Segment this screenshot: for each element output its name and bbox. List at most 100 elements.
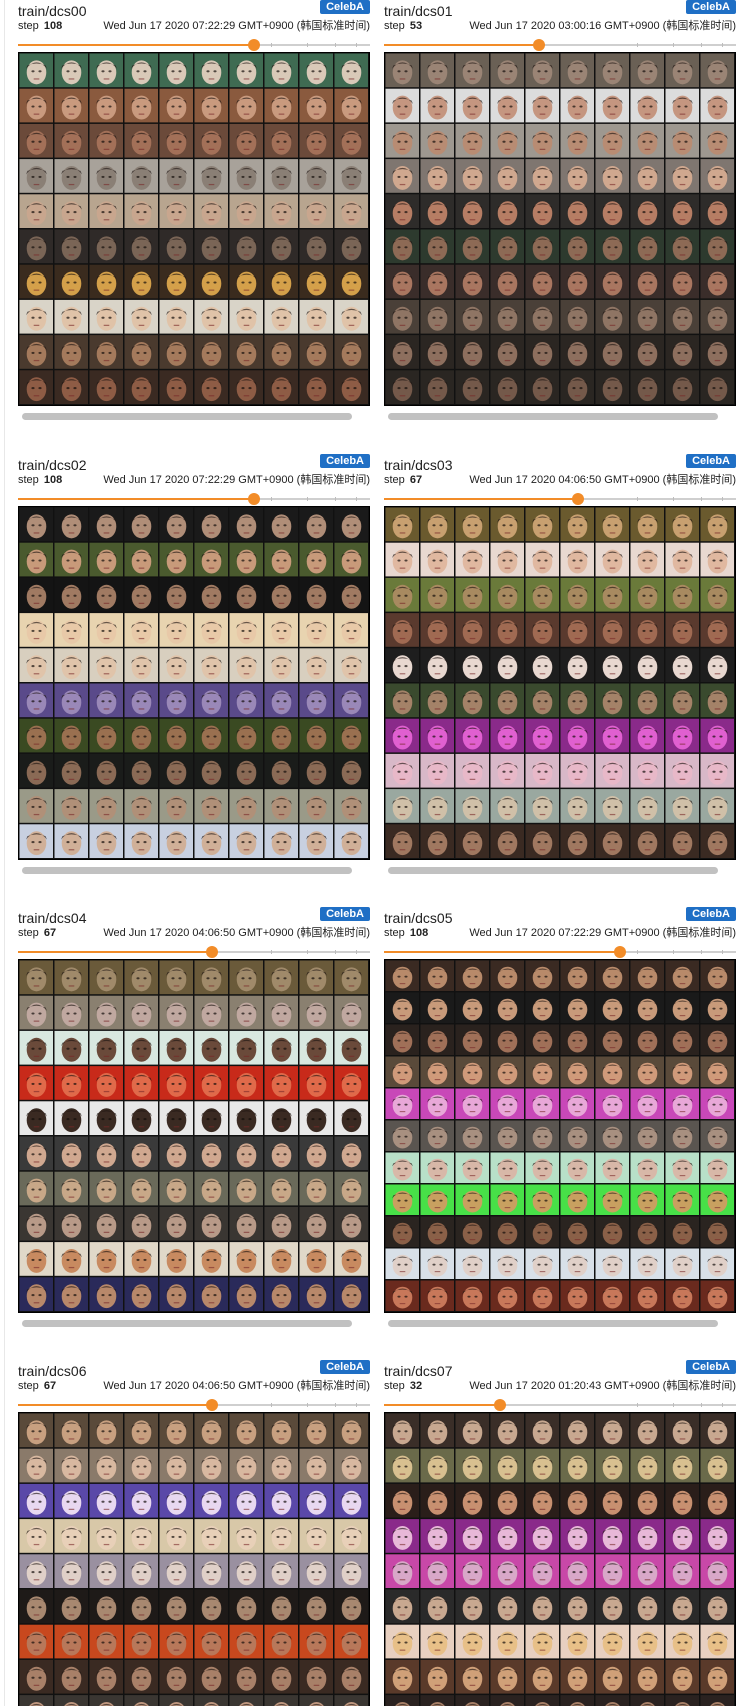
mouth-shape: [539, 567, 546, 569]
sample-thumbnail: [19, 194, 53, 228]
hair-shape: [707, 1032, 728, 1039]
horizontal-scrollbar[interactable]: [384, 1319, 736, 1329]
sample-thumbnail: [159, 1624, 193, 1659]
sample-thumbnail: [455, 992, 489, 1023]
hair-shape: [306, 1286, 327, 1293]
horizontal-scrollbar[interactable]: [384, 866, 736, 876]
eye-shape: [66, 1465, 70, 1468]
slider-thumb[interactable]: [206, 946, 218, 958]
step-slider[interactable]: [384, 946, 736, 958]
eye-shape: [607, 1007, 611, 1010]
horizontal-scrollbar[interactable]: [18, 1319, 370, 1329]
eye-shape: [712, 387, 716, 390]
slider-thumb[interactable]: [206, 1399, 218, 1411]
step-slider[interactable]: [18, 39, 370, 51]
eye-shape: [311, 1188, 315, 1191]
eye-shape: [311, 1294, 315, 1297]
mouth-shape: [609, 254, 616, 256]
face-shape: [96, 795, 117, 820]
hair-shape: [170, 1703, 183, 1706]
face-shape: [567, 377, 588, 402]
mouth-shape: [348, 1438, 355, 1440]
eye-shape: [283, 140, 287, 143]
hair-shape: [26, 167, 47, 175]
face-shape: [497, 95, 518, 120]
slider-thumb[interactable]: [533, 39, 545, 51]
face-shape: [427, 831, 448, 856]
eye-shape: [346, 351, 350, 354]
hair-shape: [462, 1288, 483, 1295]
eye-shape: [178, 316, 182, 319]
face-shape: [236, 306, 257, 331]
eye-shape: [404, 316, 408, 319]
eye-shape: [276, 524, 280, 527]
horizontal-scrollbar[interactable]: [18, 412, 370, 422]
mouth-shape: [348, 673, 355, 675]
eye-shape: [642, 594, 646, 597]
slider-thumb[interactable]: [572, 493, 584, 505]
face-shape: [306, 831, 327, 856]
eye-shape: [143, 281, 147, 284]
horizontal-scrollbar[interactable]: [18, 866, 370, 876]
mouth-shape: [138, 743, 145, 745]
face-shape: [271, 1248, 292, 1273]
sample-thumbnail: [229, 1483, 263, 1518]
sample-thumbnail: [385, 960, 419, 991]
eye-shape: [346, 735, 350, 738]
step-slider[interactable]: [18, 946, 370, 958]
scrollbar-thumb[interactable]: [22, 413, 352, 420]
hair-shape: [672, 1096, 693, 1103]
mouth-shape: [348, 219, 355, 221]
eye-shape: [719, 246, 723, 249]
hair-shape: [462, 727, 483, 735]
sample-thumbnail: [19, 299, 53, 334]
scrollbar-thumb[interactable]: [22, 1320, 352, 1327]
face-shape: [637, 341, 658, 366]
scrollbar-thumb[interactable]: [388, 413, 718, 420]
face-shape: [341, 1143, 362, 1168]
slider-tick: [673, 43, 674, 47]
hair-shape: [341, 1004, 362, 1012]
hair-shape: [271, 833, 292, 840]
eye-shape: [206, 1571, 210, 1574]
scrollbar-thumb[interactable]: [22, 867, 352, 874]
face-shape: [306, 1072, 327, 1097]
scrollbar-thumb[interactable]: [388, 867, 718, 874]
mouth-shape: [138, 1196, 145, 1198]
eye-shape: [677, 665, 681, 668]
face-shape: [131, 1666, 152, 1691]
hair-shape: [637, 516, 658, 523]
sample-thumbnail: [299, 718, 333, 753]
hair-shape: [26, 692, 47, 699]
scrollbar-thumb[interactable]: [388, 1320, 718, 1327]
mouth-shape: [644, 708, 651, 710]
eye-shape: [248, 977, 252, 980]
eye-shape: [712, 316, 716, 319]
eye-shape: [108, 281, 112, 284]
step-slider[interactable]: [384, 493, 736, 505]
hair-shape: [201, 692, 222, 699]
step-slider[interactable]: [384, 39, 736, 51]
sample-thumbnail: [630, 1184, 664, 1215]
eye-shape: [353, 1153, 357, 1156]
step-slider[interactable]: [18, 1399, 370, 1411]
sample-thumbnail: [385, 1120, 419, 1151]
slider-thumb[interactable]: [248, 493, 260, 505]
sample-thumbnail: [299, 1066, 333, 1100]
step-slider[interactable]: [18, 493, 370, 505]
mouth-shape: [138, 1438, 145, 1440]
slider-thumb[interactable]: [614, 946, 626, 958]
hair-shape: [497, 1160, 518, 1167]
horizontal-scrollbar[interactable]: [384, 412, 736, 422]
mouth-shape: [399, 743, 406, 745]
sample-thumbnail: [665, 992, 699, 1023]
eye-shape: [171, 1012, 175, 1015]
hair-shape: [271, 1492, 292, 1500]
eye-shape: [712, 351, 716, 354]
sample-thumbnail: [194, 1589, 228, 1624]
slider-thumb[interactable]: [248, 39, 260, 51]
eye-shape: [353, 316, 357, 319]
mouth-shape: [504, 1111, 511, 1113]
mouth-shape: [33, 1473, 40, 1475]
eye-shape: [607, 735, 611, 738]
